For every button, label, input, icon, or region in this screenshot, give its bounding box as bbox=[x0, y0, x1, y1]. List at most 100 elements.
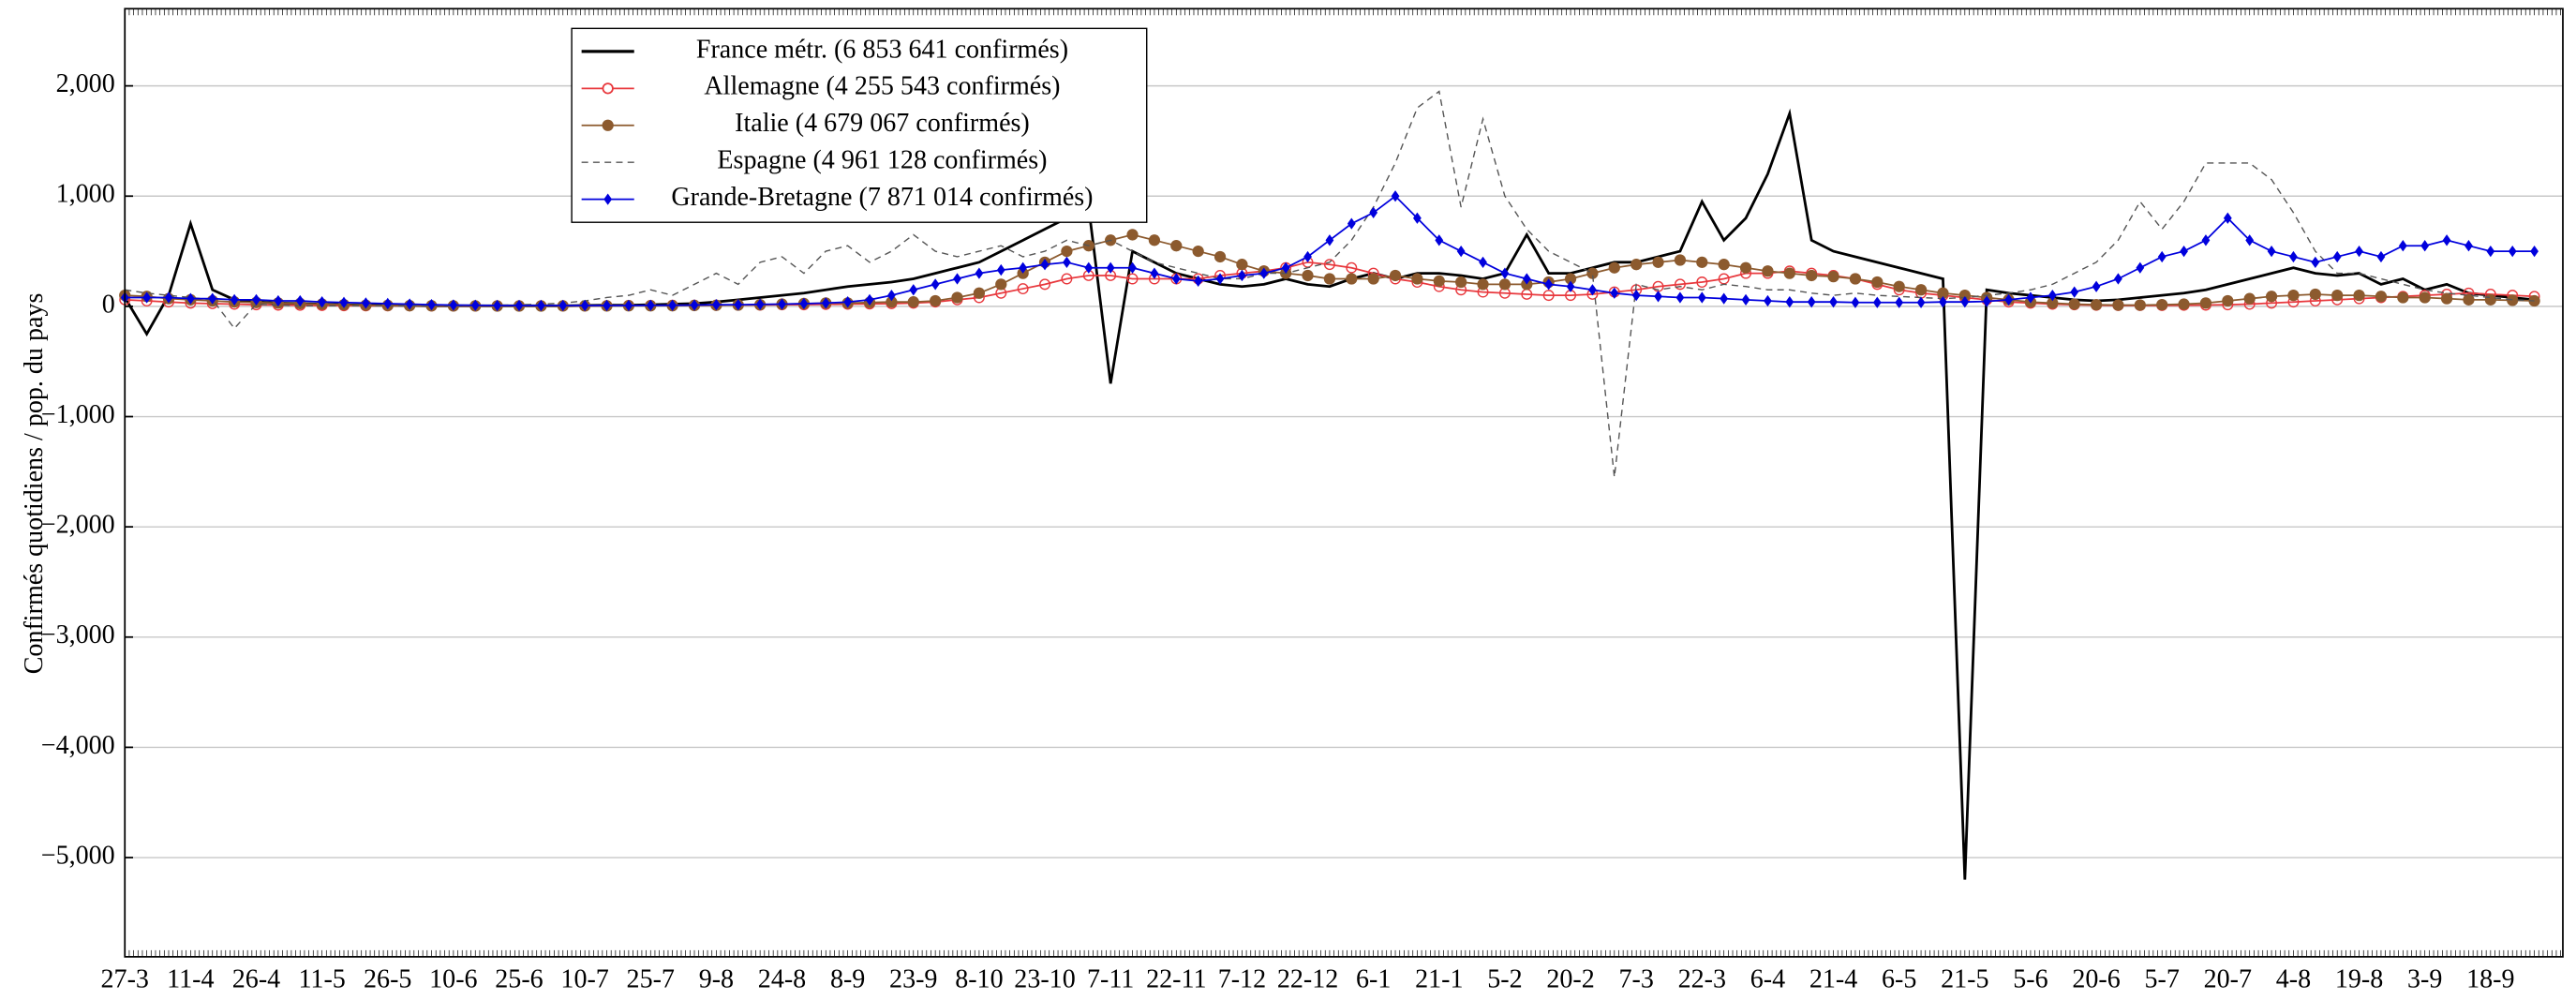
marker bbox=[1827, 270, 1839, 283]
marker bbox=[514, 299, 524, 312]
marker bbox=[1674, 254, 1687, 266]
marker bbox=[1893, 280, 1905, 292]
marker bbox=[1674, 278, 1686, 291]
marker bbox=[1039, 278, 1050, 291]
legend-label: Allemagne (4 255 543 confirmés) bbox=[704, 72, 1060, 101]
marker bbox=[1126, 273, 1139, 285]
marker bbox=[2287, 289, 2300, 302]
marker bbox=[2265, 291, 2278, 303]
legend-marker bbox=[603, 193, 613, 205]
x-tick-label: 21-4 bbox=[1809, 965, 1857, 994]
marker bbox=[1564, 273, 1577, 285]
marker bbox=[2420, 240, 2430, 252]
marker bbox=[1916, 296, 1926, 308]
x-tick-label: 6-5 bbox=[1882, 965, 1916, 994]
marker bbox=[449, 299, 458, 311]
x-tick-label: 21-5 bbox=[1941, 965, 1988, 994]
marker bbox=[470, 299, 480, 311]
marker bbox=[2398, 240, 2407, 252]
marker bbox=[230, 293, 239, 306]
marker bbox=[603, 299, 611, 312]
marker bbox=[975, 267, 984, 279]
y-tick-label: 1,000 bbox=[56, 180, 115, 209]
marker bbox=[1455, 276, 1467, 289]
marker bbox=[1323, 273, 1336, 285]
marker bbox=[1939, 296, 1947, 308]
marker bbox=[1126, 229, 1139, 241]
marker bbox=[1017, 283, 1029, 295]
marker bbox=[1302, 269, 1314, 282]
marker bbox=[295, 294, 305, 307]
x-tick-label: 23-10 bbox=[1014, 965, 1075, 994]
marker bbox=[1895, 296, 1904, 308]
marker bbox=[930, 294, 942, 307]
marker bbox=[1871, 276, 1884, 289]
marker bbox=[2440, 292, 2453, 305]
x-tick-label: 10-7 bbox=[560, 965, 608, 994]
marker bbox=[1367, 273, 1379, 285]
marker bbox=[690, 299, 699, 311]
x-tick-label: 11-5 bbox=[298, 965, 345, 994]
legend-label: Espagne (4 961 128 confirmés) bbox=[717, 146, 1047, 175]
marker bbox=[1588, 284, 1597, 296]
x-tick-label: 26-4 bbox=[232, 965, 280, 994]
marker bbox=[2353, 289, 2365, 302]
x-tick-label: 20-6 bbox=[2072, 965, 2120, 994]
legend-label: France métr. (6 853 641 confirmés) bbox=[696, 35, 1068, 64]
marker bbox=[1849, 273, 1862, 285]
marker bbox=[142, 291, 152, 304]
marker bbox=[1720, 292, 1729, 305]
y-tick-label: 0 bbox=[102, 290, 115, 319]
marker bbox=[1259, 267, 1269, 279]
x-tick-label: 11-4 bbox=[167, 965, 214, 994]
y-tick-label: −3,000 bbox=[41, 620, 115, 649]
x-tick-label: 5-6 bbox=[2013, 965, 2047, 994]
marker bbox=[1652, 256, 1664, 268]
marker bbox=[2156, 298, 2168, 311]
marker bbox=[865, 293, 874, 306]
marker bbox=[2309, 288, 2321, 301]
marker bbox=[1236, 259, 1248, 271]
legend: France métr. (6 853 641 confirmés) Allema… bbox=[571, 27, 1148, 223]
marker bbox=[2267, 245, 2276, 258]
marker bbox=[558, 299, 568, 312]
x-tick-label: 23-9 bbox=[889, 965, 937, 994]
x-tick-label: 21-1 bbox=[1415, 965, 1463, 994]
marker bbox=[1477, 278, 1489, 291]
marker bbox=[931, 278, 940, 291]
marker bbox=[164, 291, 173, 304]
marker bbox=[1675, 291, 1685, 304]
marker bbox=[1937, 287, 1949, 299]
marker bbox=[361, 297, 370, 309]
x-tick-label: 6-1 bbox=[1356, 965, 1391, 994]
x-tick-label: 5-7 bbox=[2145, 965, 2180, 994]
marker bbox=[1411, 273, 1423, 285]
x-tick-label: 9-8 bbox=[699, 965, 734, 994]
marker bbox=[1542, 290, 1555, 302]
marker bbox=[2157, 250, 2167, 263]
marker bbox=[951, 291, 963, 304]
marker bbox=[2375, 291, 2388, 303]
marker bbox=[1586, 267, 1599, 279]
marker bbox=[1872, 296, 1882, 308]
series-line bbox=[125, 90, 2535, 478]
y-tick-label: −4,000 bbox=[41, 731, 115, 760]
marker bbox=[2004, 293, 2013, 306]
x-tick-label: 7-11 bbox=[1087, 965, 1134, 994]
marker bbox=[1783, 267, 1795, 279]
marker bbox=[2201, 234, 2211, 246]
x-tick-label: 22-12 bbox=[1277, 965, 1338, 994]
marker bbox=[2419, 291, 2431, 304]
marker bbox=[1369, 206, 1378, 219]
marker bbox=[1914, 284, 1928, 296]
x-tick-label: 4-8 bbox=[2276, 965, 2311, 994]
marker bbox=[2180, 245, 2188, 258]
marker bbox=[1192, 245, 1204, 258]
marker bbox=[1391, 190, 1400, 202]
marker bbox=[2026, 291, 2035, 304]
marker bbox=[1148, 234, 1161, 246]
marker bbox=[1697, 291, 1706, 304]
marker bbox=[2355, 245, 2363, 258]
